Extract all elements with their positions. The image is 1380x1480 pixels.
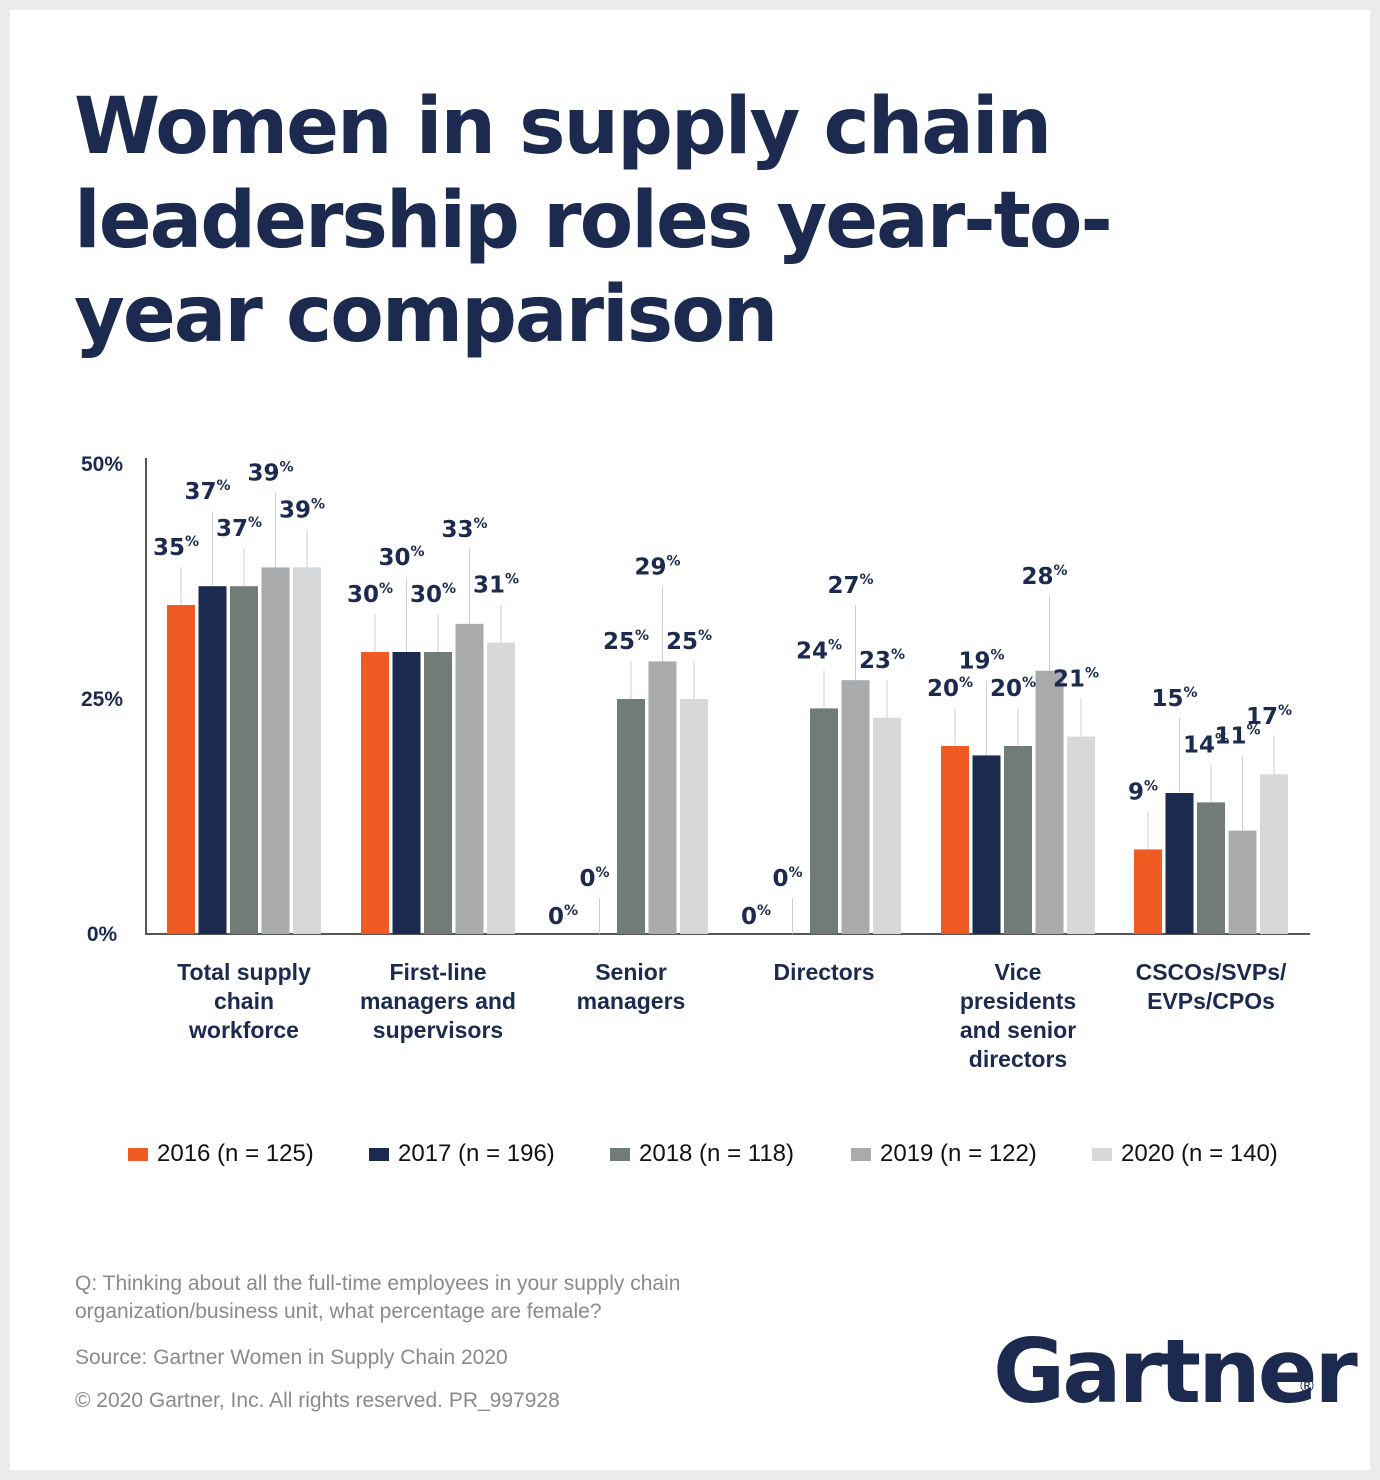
category-label: chain <box>214 988 274 1014</box>
survey-question: Q: Thinking about all the full-time empl… <box>75 1272 681 1323</box>
category-label: Directors <box>774 959 875 985</box>
data-label: 25% <box>603 628 649 655</box>
bar <box>1035 670 1064 934</box>
legend-swatch <box>128 1147 148 1161</box>
data-label: 0% <box>548 903 578 930</box>
category-label: supervisors <box>373 1017 503 1043</box>
bar <box>424 652 452 934</box>
legend-swatch <box>369 1147 389 1161</box>
data-label: 19% <box>958 647 1004 674</box>
y-tick-label: 0% <box>87 923 118 946</box>
category-label: and senior <box>960 1017 1076 1043</box>
legend-label: 2018 (n = 118) <box>639 1140 795 1167</box>
data-label: 14% <box>1183 731 1229 758</box>
bar <box>680 699 708 934</box>
legend-item: 2020 (n = 140) <box>1092 1140 1278 1168</box>
bar <box>1004 746 1032 934</box>
bar <box>293 567 321 934</box>
gartner-logo: Gartner <box>993 1320 1358 1423</box>
bar <box>230 586 258 934</box>
data-label: 0% <box>772 865 802 892</box>
infographic-card: Women in supply chain leadership roles y… <box>10 10 1370 1470</box>
data-label: 31% <box>473 572 519 599</box>
y-tick-label: 50% <box>81 453 123 476</box>
bar <box>1197 802 1225 934</box>
bar <box>841 680 870 934</box>
category-label: EVPs/CPOs <box>1147 988 1275 1014</box>
bar-chart: 0% 25% 50% 35% 37% 37% 39% 39% Total supply chain… <box>81 453 1310 1072</box>
category-label: directors <box>969 1046 1067 1072</box>
category-label: First-line <box>389 959 486 985</box>
data-label: 23% <box>859 647 905 674</box>
category-label: managers and <box>360 988 516 1014</box>
bar <box>810 708 838 934</box>
legend-label: 2020 (n = 140) <box>1121 1140 1278 1167</box>
data-label: 39% <box>247 459 293 486</box>
bar <box>1165 793 1194 934</box>
legend-label: 2017 (n = 196) <box>398 1140 555 1167</box>
chart-title: Women in supply chain leadership roles y… <box>74 82 1113 360</box>
bar <box>1228 830 1257 934</box>
category-label: presidents <box>960 988 1076 1014</box>
category-label: CSCOs/SVPs/ <box>1136 959 1287 985</box>
data-label: 29% <box>634 553 680 580</box>
bar <box>1067 736 1095 934</box>
bar <box>261 567 290 934</box>
category-label: managers <box>577 988 686 1014</box>
data-label: 21% <box>1053 666 1099 693</box>
legend-label: 2016 (n = 125) <box>157 1140 314 1167</box>
source-note: Source: Gartner Women in Supply Chain 20… <box>75 1346 508 1369</box>
data-label: 27% <box>827 572 873 599</box>
legend-item: 2018 (n = 118) <box>610 1140 794 1168</box>
category-label: Vice <box>995 959 1042 985</box>
bar <box>972 755 1001 934</box>
data-label: 37% <box>184 478 230 505</box>
legend-swatch <box>851 1147 871 1161</box>
data-label: 30% <box>378 544 424 571</box>
y-tick-label: 25% <box>81 688 123 711</box>
chart-legend: 2016 (n = 125) 2017 (n = 196) 2018 (n = 11… <box>10 1140 1370 1180</box>
data-label: 0% <box>579 865 609 892</box>
data-label: 33% <box>441 516 487 543</box>
data-label: 20% <box>990 675 1036 702</box>
bar <box>1260 774 1288 934</box>
data-label: 15% <box>1151 685 1197 712</box>
data-label: 30% <box>347 581 393 608</box>
data-label: 24% <box>796 637 842 664</box>
legend-item: 2017 (n = 196) <box>369 1140 555 1168</box>
bar <box>167 605 195 934</box>
category-label: Senior <box>595 959 667 985</box>
bar <box>648 661 677 934</box>
data-label: 17% <box>1246 703 1292 730</box>
legend-label: 2019 (n = 122) <box>880 1140 1037 1167</box>
category-label: Total supply <box>177 959 311 985</box>
data-label: 35% <box>153 534 199 561</box>
data-label: 0% <box>741 903 771 930</box>
data-label: 25% <box>666 628 712 655</box>
copyright-note: © 2020 Gartner, Inc. All rights reserved… <box>75 1389 560 1412</box>
bar <box>392 652 421 934</box>
bar <box>873 717 901 934</box>
category-label: workforce <box>188 1017 299 1043</box>
bar <box>455 623 484 934</box>
bar <box>487 642 515 934</box>
data-label: 28% <box>1021 563 1067 590</box>
bar <box>361 652 389 934</box>
bar <box>941 746 969 934</box>
data-label: 37% <box>216 515 262 542</box>
bar <box>198 586 227 934</box>
data-label: 30% <box>410 581 456 608</box>
legend-swatch <box>610 1147 630 1161</box>
legend-item: 2016 (n = 125) <box>128 1140 314 1168</box>
registered-mark: ® <box>1298 1376 1316 1397</box>
legend-item: 2019 (n = 122) <box>851 1140 1037 1168</box>
bar <box>1134 849 1162 934</box>
bar <box>617 699 645 934</box>
data-label: 39% <box>279 496 325 523</box>
data-label: 9% <box>1128 778 1158 805</box>
legend-swatch <box>1092 1147 1112 1161</box>
data-label: 20% <box>927 675 973 702</box>
